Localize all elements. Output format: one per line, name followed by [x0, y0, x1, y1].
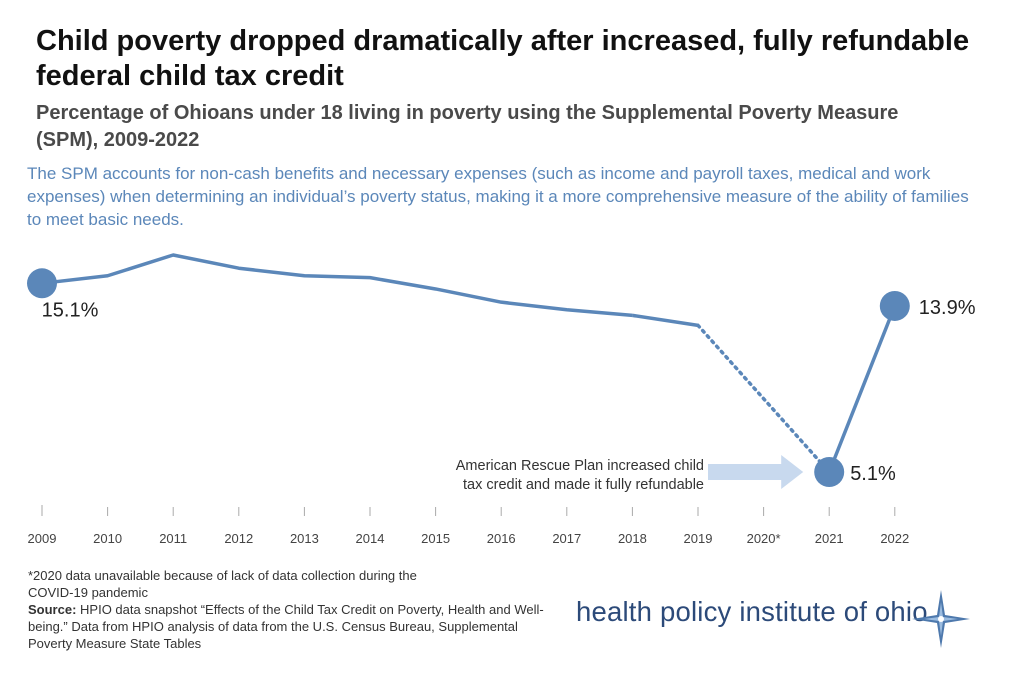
compass-star-icon [912, 590, 970, 648]
x-tick-label: 2015 [421, 531, 450, 546]
x-tick-label: 2021 [815, 531, 844, 546]
footnote-line-1: *2020 data unavailable because of lack o… [28, 568, 417, 583]
series-markers: 15.1% 5.1% 13.9% [27, 268, 976, 487]
data-label: 13.9% [919, 297, 976, 319]
data-label: 15.1% [42, 299, 99, 321]
footnote-line-2: COVID-19 pandemic [28, 585, 148, 600]
x-axis: 2009 2010 2011 2012 2013 2014 2015 2016 2017 2018… [28, 507, 909, 546]
x-tick-label: 2009 [28, 531, 57, 546]
series-dotted-segment [696, 323, 831, 474]
x-tick-label: 2011 [159, 531, 187, 546]
x-tick-label: 2017 [552, 531, 581, 546]
source-block: Source: HPIO data snapshot “Effects of t… [28, 601, 548, 652]
chart-subtitle: Percentage of Ohioans under 18 living in… [36, 102, 899, 151]
series-line [41, 253, 897, 474]
data-point-marker [27, 268, 57, 299]
series-solid-segment [827, 305, 897, 473]
annotation-line-1: American Rescue Plan increased child [456, 458, 704, 474]
hpio-logo-text: health policy institute of ohio [576, 596, 928, 627]
footnote: *2020 data unavailable because of lack o… [28, 567, 548, 652]
data-point-marker [814, 457, 845, 487]
chart-title: Child poverty dropped dramatically after… [36, 25, 970, 92]
x-tick-label: 2010 [93, 531, 122, 546]
annotation-arrow-shape [708, 455, 804, 489]
x-tick-label: 2018 [618, 531, 647, 546]
x-tick-label: 2013 [290, 531, 319, 546]
source-text: HPIO data snapshot “Effects of the Child… [28, 602, 544, 651]
x-tick-label: 2012 [224, 531, 253, 546]
annotation-line-2: tax credit and made it fully refundable [463, 477, 704, 493]
annotation-arrow [708, 455, 804, 489]
x-tick-label: 2014 [356, 531, 385, 546]
series-solid-segment [41, 253, 633, 318]
data-point-marker [879, 290, 910, 321]
x-tick-label: 2019 [684, 531, 713, 546]
x-tick-label: 2016 [487, 531, 516, 546]
series-solid-segment [632, 313, 699, 328]
spm-note: The SPM accounts for non-cash benefits a… [27, 164, 969, 229]
source-label: Source: [28, 602, 77, 617]
x-tick-label: 2020* [747, 531, 781, 546]
x-tick-label: 2022 [880, 531, 909, 546]
data-label: 5.1% [850, 463, 896, 485]
